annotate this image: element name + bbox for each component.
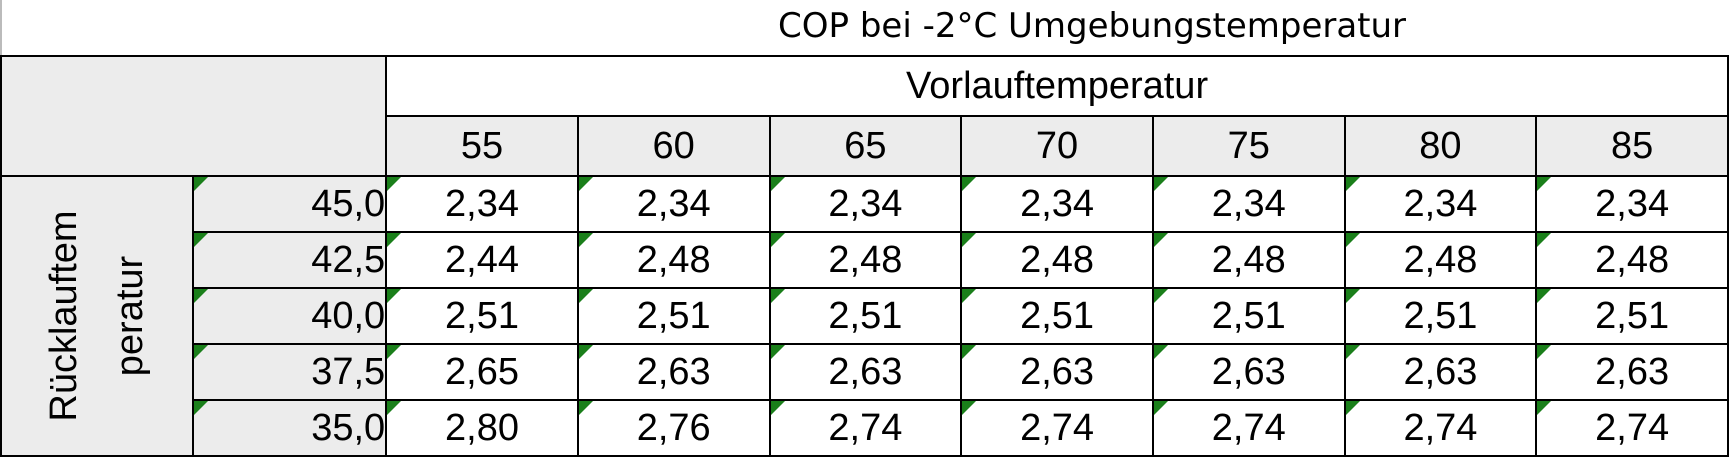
error-indicator-icon bbox=[1537, 233, 1552, 247]
data-cell[interactable]: 2,65 bbox=[385, 343, 579, 401]
error-indicator-icon bbox=[387, 177, 402, 191]
error-indicator-icon bbox=[962, 401, 977, 415]
error-indicator-icon bbox=[1153, 401, 1168, 415]
data-cell[interactable]: 2,74 bbox=[1535, 399, 1729, 457]
error-indicator-icon bbox=[387, 289, 402, 303]
data-cell[interactable]: 2,51 bbox=[576, 287, 771, 345]
data-cell[interactable]: 2,48 bbox=[768, 231, 963, 289]
error-indicator-icon bbox=[1153, 233, 1168, 247]
data-cell[interactable]: 2,48 bbox=[1343, 231, 1538, 289]
error-indicator-icon bbox=[962, 177, 977, 191]
column-header[interactable]: 80 bbox=[1343, 115, 1538, 177]
error-indicator-icon bbox=[770, 345, 785, 359]
data-cell[interactable]: 2,63 bbox=[1151, 343, 1346, 401]
row-group-header[interactable]: Rücklauftem peratur bbox=[0, 175, 195, 457]
error-indicator-icon bbox=[1537, 345, 1552, 359]
row-header[interactable]: 40,0 bbox=[192, 287, 388, 345]
row-header[interactable]: 45,0 bbox=[192, 175, 388, 233]
error-indicator-icon bbox=[578, 401, 593, 415]
table-row: 40,0 2,51 2,51 2,51 2,51 2,51 2,51 2,51 bbox=[1, 287, 1729, 345]
error-indicator-icon bbox=[578, 345, 593, 359]
sheet-left-edge bbox=[0, 0, 2, 55]
data-cell[interactable]: 2,44 bbox=[385, 231, 579, 289]
data-cell[interactable]: 2,48 bbox=[1535, 231, 1729, 289]
error-indicator-icon bbox=[770, 233, 785, 247]
data-cell[interactable]: 2,51 bbox=[960, 287, 1154, 345]
data-cell[interactable]: 2,74 bbox=[960, 399, 1154, 457]
data-cell[interactable]: 2,34 bbox=[1151, 175, 1346, 233]
error-indicator-icon bbox=[194, 177, 209, 191]
corner-cell[interactable] bbox=[0, 55, 388, 177]
error-indicator-icon bbox=[578, 233, 593, 247]
error-indicator-icon bbox=[194, 233, 209, 247]
data-cell[interactable]: 2,34 bbox=[960, 175, 1154, 233]
column-header[interactable]: 65 bbox=[768, 115, 963, 177]
data-cell[interactable]: 2,51 bbox=[1343, 287, 1538, 345]
data-cell[interactable]: 2,63 bbox=[1535, 343, 1729, 401]
column-group-header[interactable]: Vorlauftemperatur bbox=[385, 55, 1729, 117]
data-cell[interactable]: 2,34 bbox=[768, 175, 963, 233]
data-cell[interactable]: 2,34 bbox=[576, 175, 771, 233]
data-cell[interactable]: 2,74 bbox=[768, 399, 963, 457]
error-indicator-icon bbox=[194, 289, 209, 303]
error-indicator-icon bbox=[1537, 401, 1552, 415]
column-header[interactable]: 55 bbox=[385, 115, 579, 177]
error-indicator-icon bbox=[962, 233, 977, 247]
data-cell[interactable]: 2,48 bbox=[1151, 231, 1346, 289]
error-indicator-icon bbox=[1153, 177, 1168, 191]
table-row: Rücklauftem peratur 45,0 2,34 2,34 2,34 … bbox=[0, 175, 1729, 457]
data-cell[interactable]: 2,34 bbox=[1343, 175, 1538, 233]
data-cell[interactable]: 2,74 bbox=[1151, 399, 1346, 457]
error-indicator-icon bbox=[194, 401, 209, 415]
data-cell[interactable]: 2,63 bbox=[960, 343, 1154, 401]
error-indicator-icon bbox=[387, 233, 402, 247]
error-indicator-icon bbox=[770, 401, 785, 415]
error-indicator-icon bbox=[770, 289, 785, 303]
data-cell[interactable]: 2,34 bbox=[1535, 175, 1729, 233]
table-row: 37,5 2,65 2,63 2,63 2,63 2,63 2,63 2,63 bbox=[1, 343, 1729, 401]
data-cell[interactable]: 2,51 bbox=[385, 287, 579, 345]
column-header[interactable]: 70 bbox=[960, 115, 1154, 177]
table-row: 35,0 2,80 2,76 2,74 2,74 2,74 2,74 2,74 bbox=[1, 399, 1729, 457]
row-header[interactable]: 35,0 bbox=[192, 399, 388, 457]
error-indicator-icon bbox=[1345, 289, 1360, 303]
row-group-label: Rücklauftem peratur bbox=[43, 210, 152, 422]
table-row: 42,5 2,44 2,48 2,48 2,48 2,48 2,48 2,48 bbox=[1, 231, 1729, 289]
error-indicator-icon bbox=[387, 345, 402, 359]
error-indicator-icon bbox=[387, 401, 402, 415]
data-cell[interactable]: 2,63 bbox=[768, 343, 963, 401]
data-cell[interactable]: 2,51 bbox=[1151, 287, 1346, 345]
row-header[interactable]: 37,5 bbox=[192, 343, 388, 401]
column-header[interactable]: 85 bbox=[1535, 115, 1729, 177]
data-cell[interactable]: 2,34 bbox=[385, 175, 579, 233]
data-cell[interactable]: 2,63 bbox=[576, 343, 771, 401]
data-cell[interactable]: 2,76 bbox=[576, 399, 771, 457]
error-indicator-icon bbox=[1345, 233, 1360, 247]
data-cell[interactable]: 2,63 bbox=[1343, 343, 1538, 401]
error-indicator-icon bbox=[194, 345, 209, 359]
row-header[interactable]: 42,5 bbox=[192, 231, 388, 289]
error-indicator-icon bbox=[578, 289, 593, 303]
data-cell[interactable]: 2,51 bbox=[768, 287, 963, 345]
error-indicator-icon bbox=[962, 289, 977, 303]
error-indicator-icon bbox=[1153, 289, 1168, 303]
error-indicator-icon bbox=[1345, 401, 1360, 415]
error-indicator-icon bbox=[962, 345, 977, 359]
data-cell[interactable]: 2,74 bbox=[1343, 399, 1538, 457]
cop-table: Vorlauftemperatur 55 60 65 70 75 80 85 R… bbox=[0, 55, 1729, 457]
data-cell[interactable]: 2,48 bbox=[576, 231, 771, 289]
error-indicator-icon bbox=[1345, 177, 1360, 191]
error-indicator-icon bbox=[1345, 345, 1360, 359]
data-cell[interactable]: 2,80 bbox=[385, 399, 579, 457]
column-header[interactable]: 60 bbox=[576, 115, 771, 177]
data-cell[interactable]: 2,48 bbox=[960, 231, 1154, 289]
page-title: COP bei -2°C Umgebungstemperatur bbox=[778, 6, 1407, 46]
error-indicator-icon bbox=[1537, 289, 1552, 303]
data-cell[interactable]: 2,51 bbox=[1535, 287, 1729, 345]
error-indicator-icon bbox=[770, 177, 785, 191]
error-indicator-icon bbox=[578, 177, 593, 191]
error-indicator-icon bbox=[1537, 177, 1552, 191]
error-indicator-icon bbox=[1153, 345, 1168, 359]
column-header[interactable]: 75 bbox=[1151, 115, 1346, 177]
